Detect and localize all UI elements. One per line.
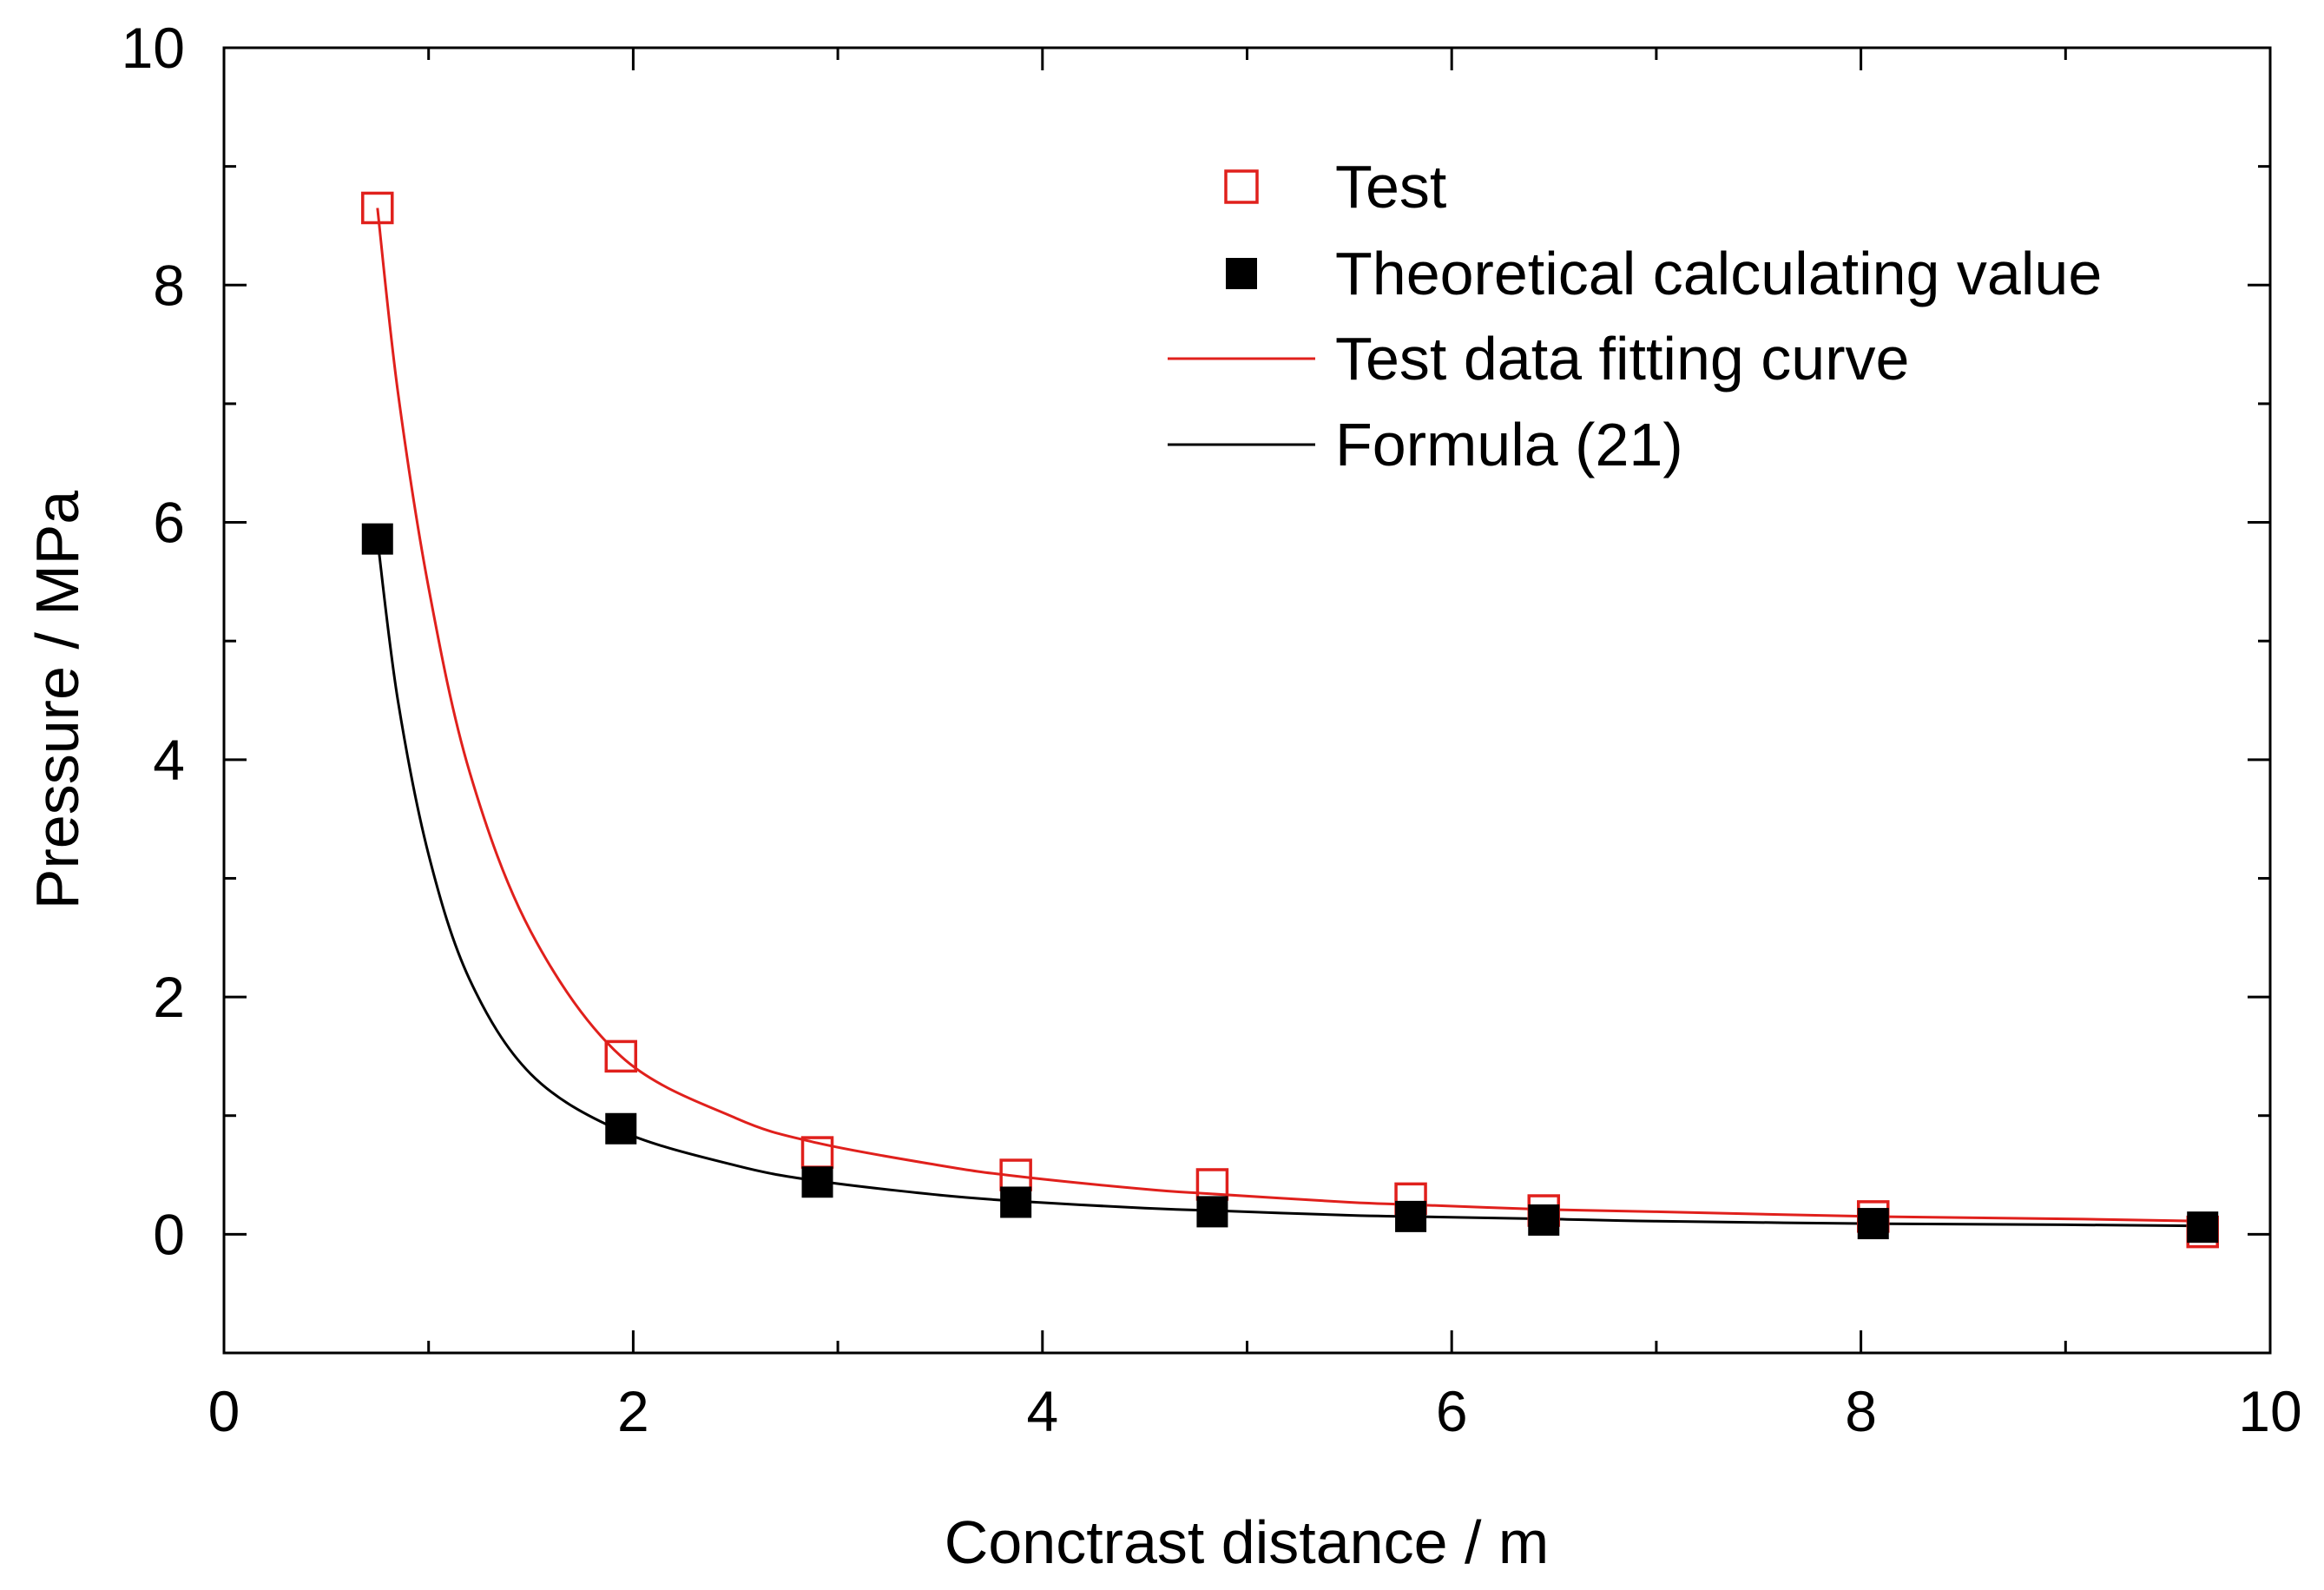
theoretical-point bbox=[1196, 1196, 1228, 1228]
x-tick-label: 10 bbox=[2238, 1379, 2301, 1443]
x-tick-label: 0 bbox=[208, 1379, 240, 1443]
y-tick-label: 0 bbox=[153, 1202, 185, 1266]
x-tick-label: 2 bbox=[617, 1379, 649, 1443]
y-tick-label: 10 bbox=[122, 16, 185, 80]
legend: Test Theoretical calculating value Test da… bbox=[1168, 153, 2102, 478]
x-tick-label: 6 bbox=[1436, 1379, 1468, 1443]
theoretical-point bbox=[1857, 1208, 1889, 1240]
theoretical-point bbox=[2187, 1211, 2219, 1244]
theoretical-point bbox=[1395, 1200, 1427, 1232]
test-point bbox=[604, 1039, 638, 1073]
theoretical-point bbox=[1528, 1204, 1560, 1236]
legend-label: Test bbox=[1335, 153, 1446, 221]
theoretical-point bbox=[1000, 1186, 1032, 1218]
test-point bbox=[361, 191, 394, 225]
y-tick-label: 2 bbox=[153, 965, 185, 1029]
theoretical-point bbox=[361, 523, 393, 555]
legend-swatch-test bbox=[1224, 169, 1259, 204]
legend-label: Theoretical calculating value bbox=[1335, 240, 2102, 307]
series-line-test-data-fitting-curve bbox=[376, 208, 2203, 1223]
x-axis-label: Conctrast distance / m bbox=[945, 1508, 1549, 1576]
legend-swatch-theoretical bbox=[1226, 258, 1257, 289]
theoretical-point bbox=[605, 1112, 637, 1145]
y-axis-label: Pressure / MPa bbox=[23, 491, 91, 909]
y-tick-label: 4 bbox=[153, 728, 185, 792]
legend-label: Test data fitting curve bbox=[1335, 325, 1909, 393]
theoretical-point bbox=[801, 1166, 833, 1198]
y-tick-label: 8 bbox=[153, 253, 185, 317]
x-tick-label: 8 bbox=[1845, 1379, 1877, 1443]
y-tick-label: 6 bbox=[153, 491, 185, 555]
legend-label: Formula (21) bbox=[1335, 411, 1683, 478]
x-tick-label: 4 bbox=[1026, 1379, 1058, 1443]
